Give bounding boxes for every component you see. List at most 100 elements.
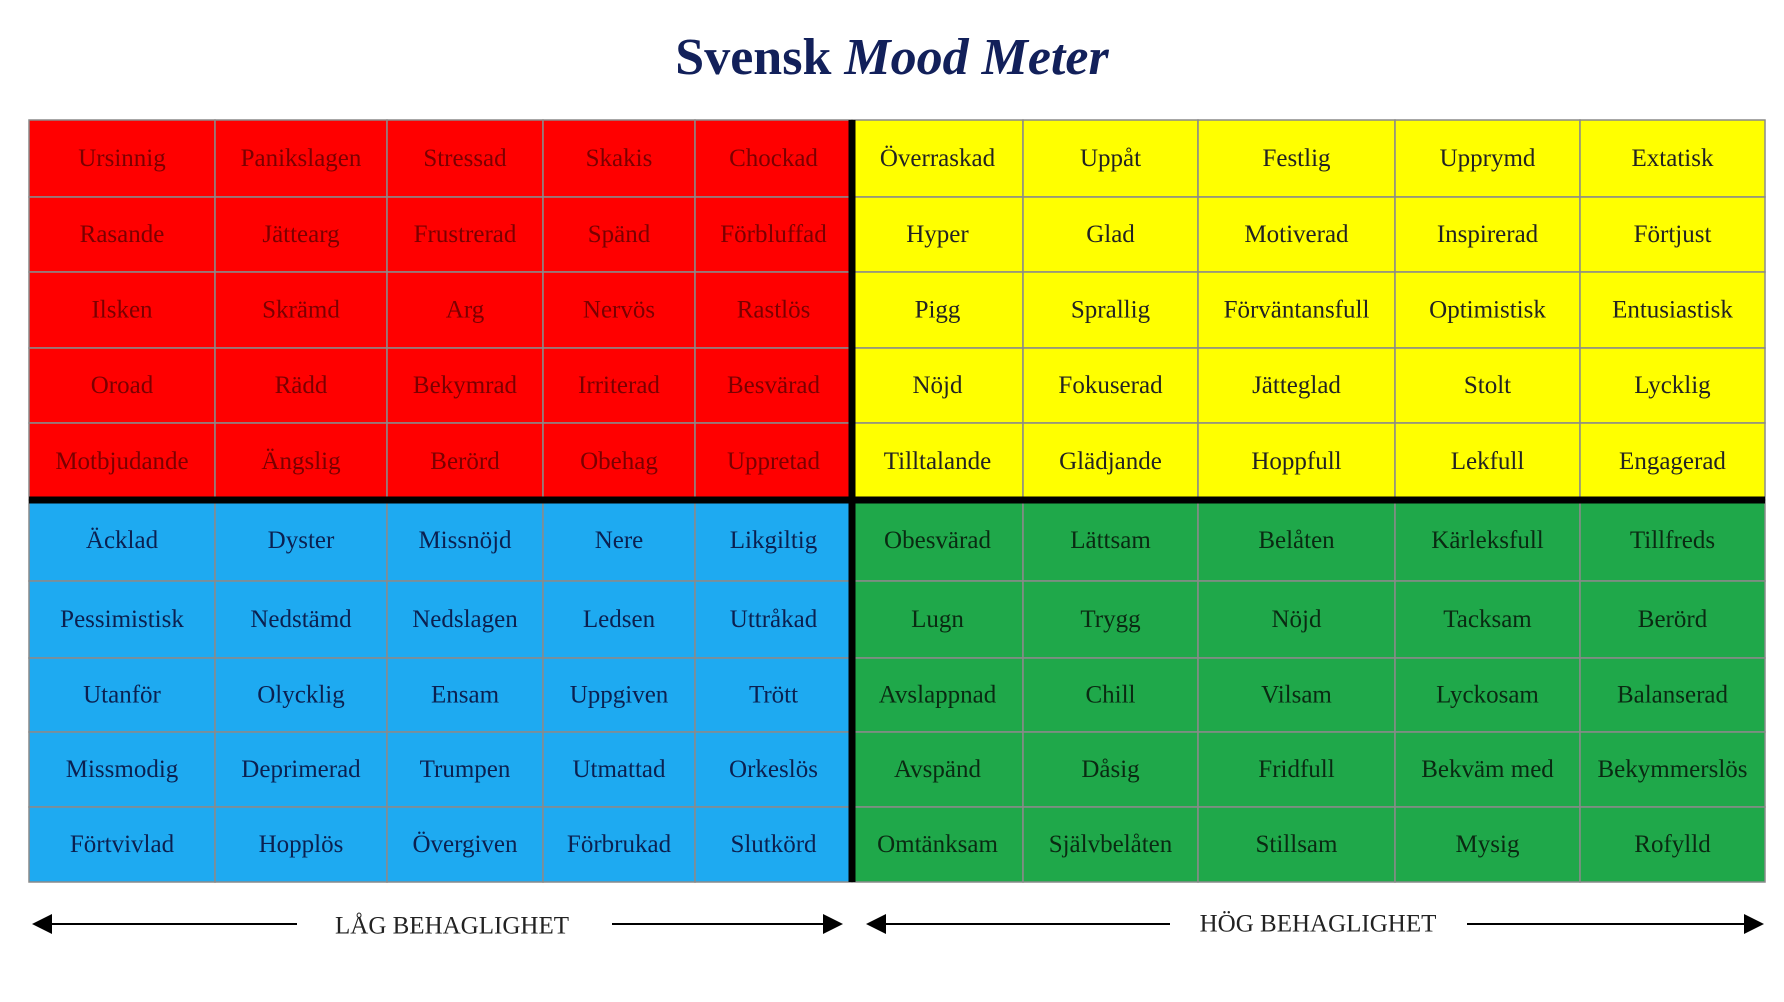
cell-label: Ilsken [91, 297, 153, 324]
cell-label: Kärleksfull [1431, 527, 1544, 554]
cell [386, 196, 544, 273]
axis-label: HÖG BEHAGLIGHET [1200, 911, 1437, 938]
cell-label: Deprimerad [241, 756, 361, 783]
cell-label: Lugn [911, 606, 964, 633]
cell-label: Motbjudande [55, 448, 188, 475]
cell-label: Irriterad [578, 372, 660, 399]
cell [542, 657, 696, 733]
cell-label: Bekymmerslös [1598, 756, 1748, 783]
cell [851, 806, 1024, 883]
cell [1022, 731, 1199, 808]
cell [851, 271, 1024, 349]
cell-label: Hyper [906, 221, 969, 248]
cell [851, 499, 1024, 582]
cell-label: Skakis [586, 145, 653, 172]
cell-label: Nedstämd [250, 606, 352, 633]
cell-label: Rasande [80, 221, 165, 248]
cell [694, 347, 853, 424]
cell-label: Slutkörd [730, 831, 817, 858]
cell-label: Motiverad [1244, 221, 1349, 248]
cell-label: Rastlös [737, 297, 811, 324]
cell-label: Glädjande [1059, 448, 1162, 475]
cell-label: Nere [595, 527, 644, 554]
cell [542, 347, 696, 424]
cell [386, 422, 544, 501]
cell-label: Nervös [583, 297, 655, 324]
cell [28, 119, 216, 198]
cell [851, 196, 1024, 273]
cell [1197, 580, 1396, 659]
cell [1394, 119, 1581, 198]
cell-label: Självbelåten [1049, 831, 1173, 858]
cell [1022, 580, 1199, 659]
cell [214, 271, 388, 349]
cell [28, 657, 216, 733]
cell [1394, 657, 1581, 733]
cell-label: Lättsam [1070, 527, 1151, 554]
cell-label: Panikslagen [241, 145, 362, 172]
cell-label: Fokuserad [1058, 372, 1163, 399]
cell-label: Lyckosam [1436, 682, 1539, 709]
title-plain: Svensk [675, 29, 831, 86]
cell-label: Mysig [1456, 831, 1520, 858]
cell [1394, 271, 1581, 349]
cell [542, 271, 696, 349]
cell-label: Arg [446, 297, 485, 324]
cell-label: Avslappnad [879, 682, 997, 709]
cell-label: Fridfull [1258, 756, 1334, 783]
cell-label: Orkeslös [729, 756, 818, 783]
cell-label: Förbrukad [567, 831, 672, 858]
cell [1579, 347, 1766, 424]
cell [1579, 580, 1766, 659]
cell [1022, 499, 1199, 582]
cell-label: Utanför [83, 682, 161, 709]
cell-label: Hopplös [259, 831, 344, 858]
cell-label: Upprymd [1440, 145, 1536, 172]
cell [851, 731, 1024, 808]
cell-label: Oroad [91, 372, 154, 399]
cell [1394, 580, 1581, 659]
cell-label: Olycklig [257, 682, 345, 709]
cell-label: Missnöjd [418, 527, 512, 554]
cell [28, 422, 216, 501]
cell-label: Lycklig [1634, 372, 1711, 399]
cell [1579, 196, 1766, 273]
cell [694, 499, 853, 582]
cell-label: Överraskad [880, 145, 996, 172]
grid: Ursinnig Panikslagen Stressad Skakis Chockad… [28, 119, 1766, 883]
cell-label: Skrämd [262, 297, 340, 324]
cell [1197, 347, 1396, 424]
cell-label: Avspänd [894, 756, 982, 783]
cell-label: Glad [1086, 221, 1135, 248]
cell-label: Optimistisk [1429, 297, 1546, 324]
cell [542, 499, 696, 582]
cell [1022, 119, 1199, 198]
cell-label: Dåsig [1081, 756, 1140, 783]
cell-label: Festlig [1262, 145, 1331, 172]
cell-label: Trygg [1080, 606, 1141, 633]
cell-label: Obehag [580, 448, 658, 475]
cell [1394, 422, 1581, 501]
cell [694, 806, 853, 883]
cell-label: Engagerad [1619, 448, 1726, 475]
cell-label: Chill [1085, 682, 1135, 709]
cell [1579, 119, 1766, 198]
cell [1579, 731, 1766, 808]
cell [214, 422, 388, 501]
cell-label: Uppgiven [570, 682, 669, 709]
cell-label: Förtjust [1634, 221, 1712, 248]
cell-label: Besvärad [727, 372, 821, 399]
cell [1394, 806, 1581, 883]
cell-label: Uppretad [727, 448, 821, 475]
cell-label: Lekfull [1451, 448, 1525, 475]
cell [1197, 119, 1396, 198]
cell [214, 347, 388, 424]
cell-label: Jätteglad [1252, 372, 1341, 399]
cell [28, 731, 216, 808]
cell-label: Uttråkad [730, 606, 818, 633]
cell [694, 731, 853, 808]
cell-label: Äcklad [86, 527, 159, 554]
cell [1197, 422, 1396, 501]
